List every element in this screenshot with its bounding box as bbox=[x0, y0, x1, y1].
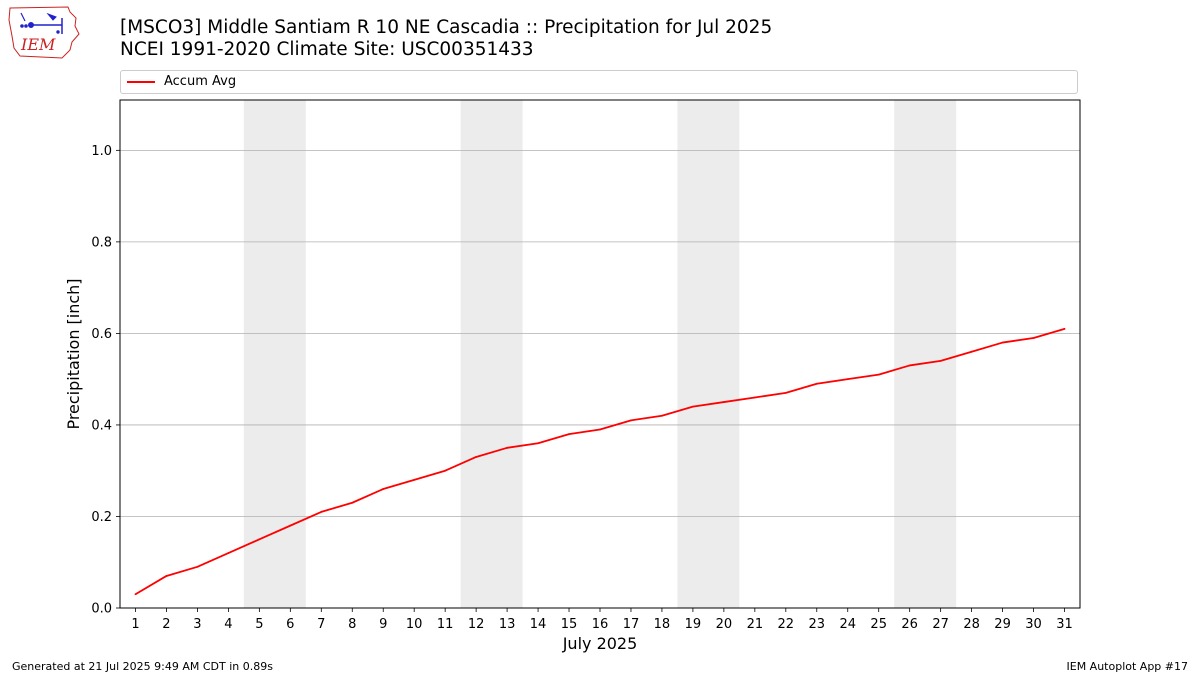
ytick-label-0: 0.0 bbox=[91, 602, 112, 617]
data-point-day-2 bbox=[165, 575, 168, 577]
weekend-band-2 bbox=[460, 100, 523, 608]
weekend-band-3 bbox=[677, 100, 740, 608]
ytick-label-4: 0.8 bbox=[91, 235, 112, 250]
xtick-label-10: 10 bbox=[406, 617, 423, 632]
xtick-label-6: 6 bbox=[286, 617, 294, 632]
data-point-day-1 bbox=[134, 593, 137, 596]
xtick-label-19: 19 bbox=[685, 617, 702, 632]
data-point-day-6 bbox=[289, 524, 292, 527]
plot-frame bbox=[119, 99, 1081, 609]
xtick-label-21: 21 bbox=[747, 617, 764, 632]
ytick-label-5: 1.0 bbox=[91, 144, 112, 159]
xtick-label-28: 28 bbox=[963, 617, 980, 632]
data-point-day-8 bbox=[351, 501, 354, 504]
data-point-day-21 bbox=[753, 396, 756, 399]
xtick-label-17: 17 bbox=[623, 617, 640, 632]
data-point-day-10 bbox=[413, 478, 416, 481]
xtick-label-29: 29 bbox=[994, 617, 1011, 632]
xtick-label-8: 8 bbox=[348, 617, 356, 632]
legend-swatch-accum-avg bbox=[127, 81, 155, 83]
ytick-label-3: 0.6 bbox=[91, 327, 112, 342]
xtick-label-1: 1 bbox=[131, 617, 139, 632]
data-point-day-9 bbox=[382, 488, 385, 490]
data-point-day-31 bbox=[1063, 327, 1066, 330]
xtick-label-4: 4 bbox=[224, 617, 232, 632]
xtick-label-26: 26 bbox=[901, 617, 918, 632]
weather-station-icon bbox=[20, 12, 63, 34]
chart-title: [MSCO3] Middle Santiam R 10 NE Cascadia … bbox=[120, 17, 772, 61]
legend-label-accum-avg: Accum Avg bbox=[164, 74, 237, 89]
xtick-label-14: 14 bbox=[530, 617, 547, 632]
ytick-label-1: 0.2 bbox=[91, 510, 112, 525]
data-point-day-28 bbox=[970, 350, 973, 353]
data-point-day-18 bbox=[661, 414, 663, 417]
xtick-label-24: 24 bbox=[839, 617, 856, 632]
xtick-label-23: 23 bbox=[809, 617, 826, 632]
data-point-day-13 bbox=[506, 446, 508, 449]
data-point-day-19 bbox=[692, 405, 694, 408]
logo-text: IEM bbox=[20, 35, 56, 54]
data-point-day-15 bbox=[568, 433, 570, 435]
xtick-label-30: 30 bbox=[1025, 617, 1042, 632]
generated-timestamp: Generated at 21 Jul 2025 9:49 AM CDT in … bbox=[12, 660, 273, 673]
iowa-state-outline bbox=[8, 6, 80, 59]
data-point-day-7 bbox=[320, 510, 323, 513]
autoplot-app-label: IEM Autoplot App #17 bbox=[1066, 660, 1189, 673]
data-point-day-27 bbox=[939, 359, 942, 362]
xtick-label-5: 5 bbox=[255, 617, 263, 632]
data-point-day-20 bbox=[722, 401, 725, 403]
xtick-label-31: 31 bbox=[1056, 617, 1073, 632]
legend: Accum Avg bbox=[120, 70, 1078, 94]
ytick-label-2: 0.4 bbox=[91, 418, 112, 433]
data-point-day-11 bbox=[444, 469, 447, 472]
xtick-label-11: 11 bbox=[437, 617, 454, 632]
data-point-day-30 bbox=[1032, 337, 1035, 339]
data-point-day-29 bbox=[1001, 341, 1004, 344]
data-point-day-22 bbox=[784, 392, 787, 394]
xtick-label-25: 25 bbox=[870, 617, 887, 632]
xtick-label-12: 12 bbox=[468, 617, 485, 632]
xtick-label-27: 27 bbox=[932, 617, 949, 632]
xtick-label-2: 2 bbox=[162, 617, 170, 632]
y-axis-label: Precipitation [inch] bbox=[64, 278, 83, 429]
data-point-day-16 bbox=[599, 428, 601, 431]
xtick-label-13: 13 bbox=[499, 617, 516, 632]
data-point-day-14 bbox=[537, 442, 539, 445]
iem-logo: IEM bbox=[8, 6, 80, 59]
xtick-label-9: 9 bbox=[379, 617, 387, 632]
data-point-day-17 bbox=[630, 419, 632, 422]
xtick-label-3: 3 bbox=[193, 617, 201, 632]
data-point-day-24 bbox=[846, 378, 849, 381]
data-point-day-23 bbox=[815, 382, 818, 385]
xtick-label-18: 18 bbox=[654, 617, 671, 632]
data-point-day-12 bbox=[475, 456, 478, 458]
xtick-label-20: 20 bbox=[716, 617, 733, 632]
data-point-day-3 bbox=[196, 565, 199, 568]
weekend-band-4 bbox=[894, 100, 957, 608]
data-point-day-5 bbox=[258, 538, 261, 541]
data-point-day-25 bbox=[877, 373, 880, 376]
xtick-label-22: 22 bbox=[778, 617, 795, 632]
title-line-2: NCEI 1991-2020 Climate Site: USC00351433 bbox=[120, 39, 534, 60]
xtick-label-7: 7 bbox=[317, 617, 325, 632]
data-point-day-26 bbox=[908, 364, 911, 367]
xtick-label-16: 16 bbox=[592, 617, 609, 632]
x-axis-label: July 2025 bbox=[562, 634, 638, 653]
xtick-label-15: 15 bbox=[561, 617, 578, 632]
title-line-1: [MSCO3] Middle Santiam R 10 NE Cascadia … bbox=[120, 17, 773, 38]
data-point-day-4 bbox=[227, 552, 230, 554]
